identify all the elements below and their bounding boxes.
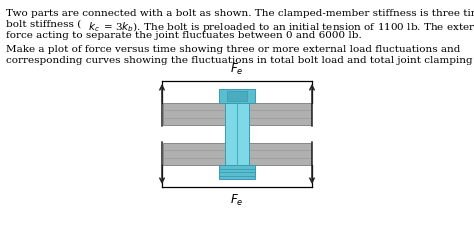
Bar xyxy=(163,143,311,165)
Text: Two parts are connected with a bolt as shown. The clamped-member stiffness is th: Two parts are connected with a bolt as s… xyxy=(6,9,474,18)
Text: bolt stiffness (: bolt stiffness ( xyxy=(6,20,81,29)
Text: = 3$k_b$). The bolt is preloaded to an initial tension of 1100 lb. The external: = 3$k_b$). The bolt is preloaded to an i… xyxy=(100,20,474,34)
Text: corresponding curves showing the fluctuations in total bolt load and total joint: corresponding curves showing the fluctua… xyxy=(6,56,474,65)
Bar xyxy=(225,104,249,165)
Text: Make a plot of force versus time showing three or more external load fluctuation: Make a plot of force versus time showing… xyxy=(6,45,460,54)
Text: $F_e$: $F_e$ xyxy=(230,62,244,77)
Bar xyxy=(219,90,255,104)
Bar xyxy=(163,104,311,125)
Text: $k_c$: $k_c$ xyxy=(88,20,100,34)
Bar xyxy=(227,92,247,102)
Text: $F_e$: $F_e$ xyxy=(230,192,244,207)
Bar xyxy=(219,165,255,179)
Text: force acting to separate the joint fluctuates between 0 and 6000 lb.: force acting to separate the joint fluct… xyxy=(6,31,362,40)
